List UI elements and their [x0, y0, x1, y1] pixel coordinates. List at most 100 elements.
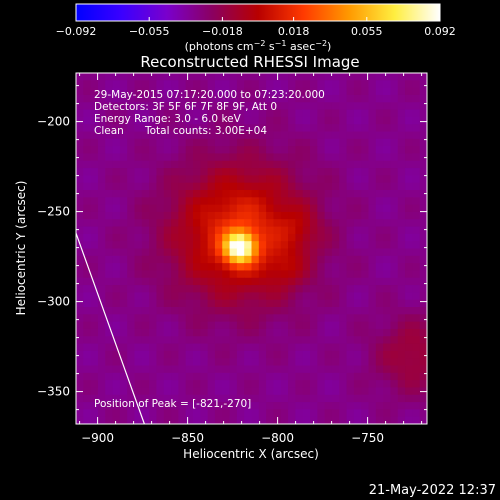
heatmap-cell — [361, 409, 369, 418]
heatmap-cell — [149, 182, 157, 191]
heatmap-cell — [163, 204, 172, 213]
heatmap-cell — [178, 102, 187, 110]
heatmap-cell — [83, 402, 92, 410]
heatmap-cell — [361, 94, 369, 103]
heatmap-cell — [127, 285, 135, 293]
heatmap-cell — [236, 270, 245, 279]
heatmap-cell — [375, 285, 384, 293]
heatmap-cell — [258, 211, 267, 220]
heatmap-cell — [302, 321, 311, 330]
heatmap-cell — [200, 270, 209, 279]
heatmap-cell — [419, 182, 428, 191]
heatmap-cell — [171, 263, 179, 271]
heatmap-cell — [229, 80, 238, 89]
heatmap-cell — [419, 102, 428, 110]
heatmap-cell — [229, 197, 238, 206]
heatmap-cell — [105, 80, 113, 89]
heatmap-cell — [266, 350, 274, 359]
heatmap-cell — [346, 285, 355, 293]
heatmap-cell — [76, 219, 84, 227]
heatmap-cell — [119, 343, 128, 352]
heatmap-cell — [207, 365, 216, 374]
heatmap-cell — [390, 175, 399, 184]
heatmap-cell — [295, 387, 304, 396]
heatmap-cell — [251, 299, 260, 308]
heatmap-cell — [141, 233, 150, 242]
heatmap-cell — [295, 138, 304, 147]
heatmap-cell — [295, 365, 304, 374]
heatmap-cell — [251, 102, 260, 110]
heatmap-cell — [105, 307, 113, 315]
heatmap-cell — [412, 146, 421, 154]
heatmap-cell — [222, 73, 230, 81]
heatmap-cell — [105, 402, 113, 410]
heatmap-cell — [295, 292, 304, 301]
heatmap-cell — [317, 343, 326, 352]
heatmap-cell — [324, 138, 333, 147]
heatmap-cell — [214, 328, 223, 337]
heatmap-cell — [105, 146, 113, 154]
heatmap-cell — [178, 248, 187, 257]
heatmap-cell — [112, 402, 121, 410]
heatmap-cell — [105, 160, 113, 169]
heatmap-cell — [295, 190, 304, 198]
heatmap-cell — [361, 255, 369, 264]
heatmap-cell — [383, 248, 391, 257]
heatmap-cell — [200, 153, 209, 162]
heatmap-cell — [405, 131, 413, 140]
heatmap-cell — [353, 94, 362, 103]
heatmap-cell — [171, 387, 179, 396]
heatmap-cell — [119, 299, 128, 308]
heatmap-cell — [229, 402, 238, 410]
heatmap-cell — [97, 138, 106, 147]
heatmap-cell — [178, 197, 187, 206]
heatmap-cell — [178, 409, 187, 418]
heatmap-cell — [178, 175, 187, 184]
heatmap-cell — [288, 255, 296, 264]
heatmap-cell — [236, 233, 245, 242]
heatmap-cell — [353, 321, 362, 330]
heatmap-cell — [324, 116, 333, 125]
heatmap-cell — [419, 146, 428, 154]
heatmap-cell — [149, 358, 157, 366]
heatmap-cell — [397, 219, 406, 227]
heatmap-cell — [222, 219, 230, 227]
heatmap-cell — [222, 153, 230, 162]
heatmap-cell — [251, 292, 260, 301]
heatmap-cell — [353, 343, 362, 352]
heatmap-cell — [156, 255, 165, 264]
heatmap-cell — [163, 73, 172, 81]
heatmap-cell — [236, 146, 245, 154]
heatmap-cell — [258, 131, 267, 140]
heatmap-cell — [185, 372, 194, 381]
heatmap-cell — [397, 299, 406, 308]
heatmap-cell — [390, 336, 399, 344]
heatmap-cell — [222, 321, 230, 330]
heatmap-cell — [405, 226, 413, 235]
heatmap-cell — [258, 182, 267, 191]
heatmap-cell — [90, 365, 99, 374]
heatmap-cell — [368, 73, 377, 81]
heatmap-cell — [258, 343, 267, 352]
heatmap-cell — [324, 87, 333, 96]
heatmap-cell — [412, 131, 421, 140]
heatmap-cell — [353, 211, 362, 220]
heatmap-cell — [83, 358, 92, 366]
heatmap-cell — [200, 358, 209, 366]
heatmap-cell — [83, 211, 92, 220]
heatmap-cell — [214, 160, 223, 169]
heatmap-cell — [97, 328, 106, 337]
heatmap-cell — [280, 336, 289, 344]
heatmap-cell — [302, 94, 311, 103]
heatmap-cell — [324, 365, 333, 374]
annotations: 29-May-2015 07:17:20.000 to 07:23:20.000… — [94, 89, 325, 410]
heatmap-cell — [412, 380, 421, 388]
heatmap-cell — [317, 94, 326, 103]
heatmap-cell — [375, 402, 384, 410]
heatmap-cell — [375, 124, 384, 132]
heatmap-cell — [127, 190, 135, 198]
heatmap-cell — [266, 365, 274, 374]
heatmap-cell — [405, 168, 413, 176]
heatmap-cell — [244, 387, 252, 396]
heatmap-cell — [207, 270, 216, 279]
